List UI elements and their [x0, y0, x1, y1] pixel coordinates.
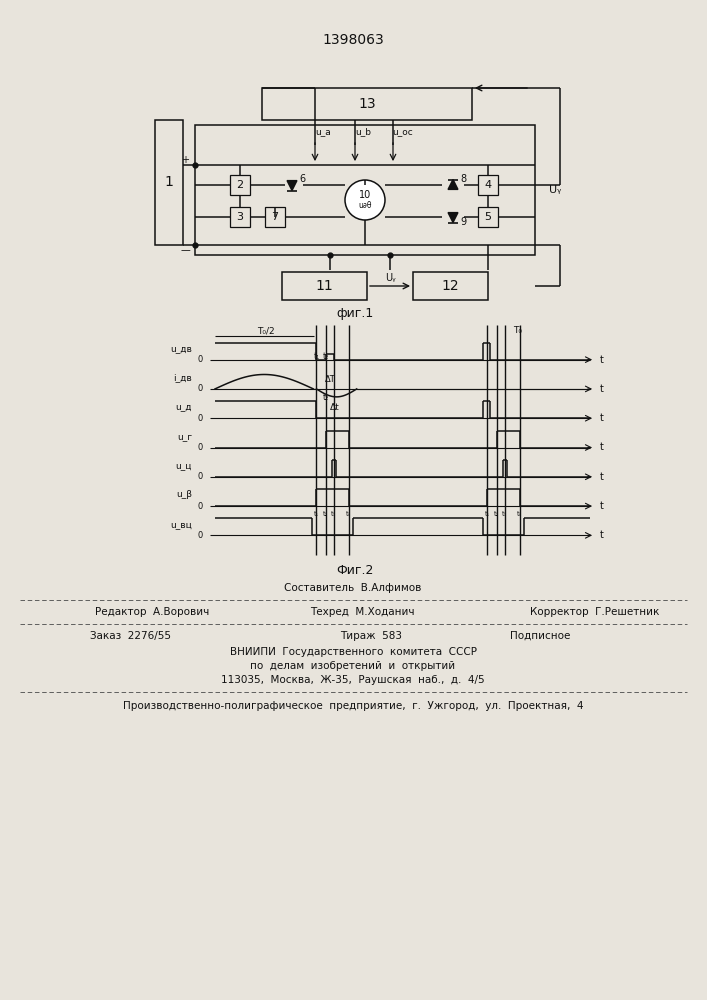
Text: t: t — [600, 355, 604, 365]
Text: t: t — [600, 442, 604, 452]
Bar — [413, 272, 488, 300]
Circle shape — [345, 180, 385, 220]
Text: t: t — [600, 384, 604, 394]
Text: u_β: u_β — [176, 490, 192, 499]
Text: u_г: u_г — [177, 432, 192, 441]
Text: 8: 8 — [460, 174, 466, 184]
Text: u_oc: u_oc — [392, 127, 414, 136]
Text: u_дв: u_дв — [170, 344, 192, 353]
Text: Подписное: Подписное — [510, 631, 571, 641]
Text: Заказ  2276/55: Заказ 2276/55 — [90, 631, 171, 641]
Text: Фиг.2: Фиг.2 — [337, 564, 374, 576]
Text: t₁: t₁ — [313, 352, 320, 361]
Text: 11: 11 — [315, 279, 334, 293]
Text: t₄: t₄ — [517, 511, 522, 517]
Text: 9: 9 — [460, 217, 466, 227]
Text: t₃: t₃ — [331, 511, 336, 517]
Text: t: t — [600, 530, 604, 540]
Text: u∂θ: u∂θ — [358, 200, 372, 210]
Text: по  делам  изобретений  и  открытий: по делам изобретений и открытий — [250, 661, 455, 671]
Bar — [282, 272, 367, 300]
Text: t₂: t₂ — [323, 393, 329, 402]
Text: 0: 0 — [198, 443, 203, 452]
Bar — [478, 175, 498, 195]
Text: 12: 12 — [442, 279, 460, 293]
Text: t₃: t₃ — [502, 511, 507, 517]
Bar — [195, 125, 535, 255]
Text: Производственно-полиграфическое  предприятие,  г.  Ужгород,  ул.  Проектная,  4: Производственно-полиграфическое предприя… — [123, 701, 583, 711]
Text: t₁: t₁ — [485, 511, 490, 517]
Polygon shape — [448, 180, 458, 189]
Text: Тираж  583: Тираж 583 — [340, 631, 402, 641]
Text: 0: 0 — [198, 472, 203, 481]
Text: 5: 5 — [484, 212, 491, 222]
Bar — [265, 207, 285, 227]
Text: 1398063: 1398063 — [322, 33, 384, 47]
Text: 4: 4 — [484, 180, 491, 190]
Text: Корректор  Г.Решетник: Корректор Г.Решетник — [530, 607, 660, 617]
Text: t: t — [600, 472, 604, 482]
Text: i_дв: i_дв — [173, 373, 192, 382]
Text: +: + — [181, 155, 189, 165]
Text: t₂: t₂ — [323, 511, 329, 517]
Text: 10: 10 — [359, 190, 371, 200]
Bar — [155, 120, 183, 245]
Text: Составитель  В.Алфимов: Составитель В.Алфимов — [284, 583, 421, 593]
Text: t₂: t₂ — [494, 511, 500, 517]
Text: 13: 13 — [358, 97, 376, 111]
Text: 7: 7 — [271, 212, 279, 222]
Text: u_ц: u_ц — [175, 461, 192, 470]
Text: Редактор  А.Ворович: Редактор А.Ворович — [95, 607, 209, 617]
Text: 0: 0 — [198, 414, 203, 423]
Text: t: t — [600, 501, 604, 511]
Text: 113035,  Москва,  Ж-35,  Раушская  наб.,  д.  4/5: 113035, Москва, Ж-35, Раушская наб., д. … — [221, 675, 485, 685]
Text: u_b: u_b — [355, 127, 371, 136]
Text: t₂: t₂ — [323, 352, 329, 361]
Text: t₄: t₄ — [346, 511, 351, 517]
Text: 6: 6 — [299, 174, 305, 184]
Text: Uᵧ: Uᵧ — [549, 185, 561, 195]
Text: 0: 0 — [198, 502, 203, 511]
Text: 0: 0 — [198, 384, 203, 393]
Polygon shape — [448, 213, 458, 223]
Text: ΔT: ΔT — [325, 375, 336, 384]
Bar — [478, 207, 498, 227]
Text: Δt: Δt — [329, 403, 339, 412]
Text: u_д: u_д — [175, 403, 192, 412]
Text: T₀/2: T₀/2 — [257, 326, 274, 335]
Text: t: t — [600, 413, 604, 423]
Bar — [262, 88, 472, 120]
Text: фиг.1: фиг.1 — [337, 308, 373, 320]
Text: u_a: u_a — [315, 127, 331, 136]
Text: T₀: T₀ — [513, 326, 522, 335]
Polygon shape — [287, 181, 297, 190]
Text: ВНИИПИ  Государственного  комитета  СССР: ВНИИПИ Государственного комитета СССР — [230, 647, 477, 657]
Text: t₁: t₁ — [314, 511, 319, 517]
Text: Техред  М.Ходанич: Техред М.Ходанич — [310, 607, 414, 617]
Text: 2: 2 — [236, 180, 244, 190]
Text: 1: 1 — [165, 176, 173, 190]
Bar — [230, 175, 250, 195]
Text: u_вц: u_вц — [170, 520, 192, 529]
Text: 3: 3 — [237, 212, 243, 222]
Bar — [230, 207, 250, 227]
Text: 0: 0 — [198, 355, 203, 364]
Text: Uᵧ: Uᵧ — [385, 273, 395, 283]
Text: 0: 0 — [198, 531, 203, 540]
Text: —: — — [180, 245, 190, 255]
